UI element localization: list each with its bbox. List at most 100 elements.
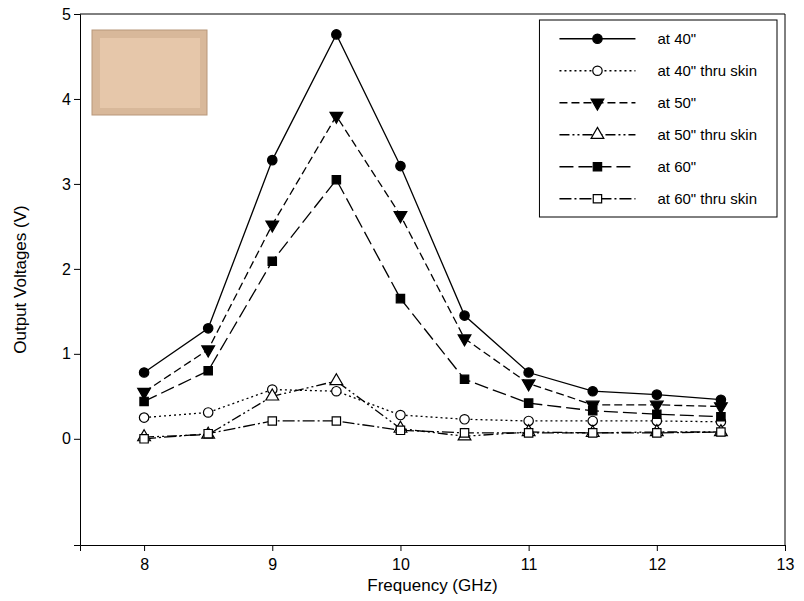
marker-group bbox=[589, 407, 597, 415]
y-axis-line bbox=[74, 15, 81, 546]
marker-group bbox=[586, 426, 599, 437]
marker-group bbox=[522, 380, 535, 391]
marker-group bbox=[524, 429, 532, 437]
marker bbox=[460, 429, 468, 437]
y-tick-mark bbox=[74, 99, 80, 100]
marker-group bbox=[460, 375, 468, 383]
marker bbox=[717, 413, 725, 421]
marker-group bbox=[653, 429, 661, 437]
marker bbox=[204, 430, 212, 438]
y-tick: 4 bbox=[62, 91, 80, 108]
marker bbox=[460, 415, 469, 424]
marker-group bbox=[396, 410, 405, 419]
legend-label: at 50" thru skin bbox=[657, 126, 757, 143]
marker-group bbox=[332, 30, 341, 39]
x-tick-mark bbox=[529, 545, 530, 551]
series-line bbox=[144, 390, 721, 422]
marker-group bbox=[717, 413, 725, 421]
marker-group bbox=[332, 417, 340, 425]
y-tick-label: 4 bbox=[62, 91, 71, 108]
marker-group bbox=[524, 399, 532, 407]
x-tick-mark bbox=[400, 545, 401, 551]
marker-group bbox=[717, 428, 725, 436]
marker-group bbox=[202, 346, 215, 357]
legend-marker bbox=[593, 163, 601, 171]
marker-group bbox=[332, 387, 341, 396]
series-line bbox=[144, 421, 721, 439]
marker-group bbox=[396, 161, 405, 170]
y-axis: 0 1 2 3 4 5 bbox=[62, 6, 80, 546]
marker bbox=[139, 413, 148, 422]
x-tick-label: 8 bbox=[140, 556, 149, 573]
marker-group bbox=[203, 408, 212, 417]
marker-group bbox=[266, 389, 279, 400]
marker bbox=[332, 30, 341, 39]
x-tick: 12 bbox=[648, 545, 666, 573]
marker-group bbox=[588, 387, 597, 396]
photo bbox=[92, 30, 207, 115]
marker bbox=[140, 435, 148, 443]
x-tick-label: 10 bbox=[392, 556, 410, 573]
y-tick: 0 bbox=[62, 430, 80, 447]
marker bbox=[266, 389, 279, 400]
marker bbox=[332, 175, 340, 183]
y-tick-label: 3 bbox=[62, 176, 71, 193]
x-tick: 11 bbox=[521, 545, 538, 573]
legend-item: at 60" bbox=[559, 158, 696, 175]
y-tick-label: 5 bbox=[62, 6, 71, 23]
marker bbox=[268, 155, 277, 164]
marker-group bbox=[460, 429, 468, 437]
marker-group bbox=[204, 430, 212, 438]
y-tick-mark bbox=[74, 354, 80, 355]
marker bbox=[396, 294, 404, 302]
x-tick: 9 bbox=[268, 545, 277, 573]
legend-item: at 50" thru skin bbox=[559, 126, 757, 143]
marker-group bbox=[396, 426, 404, 434]
x-tick-mark bbox=[785, 545, 786, 551]
marker bbox=[394, 212, 407, 223]
photo-inset bbox=[92, 30, 207, 115]
marker-group bbox=[202, 427, 215, 438]
legend-label: at 50" bbox=[657, 94, 696, 111]
y-tick-mark bbox=[74, 14, 80, 15]
x-tick-label: 13 bbox=[777, 556, 795, 573]
x-tick-mark bbox=[657, 545, 658, 551]
plot: 8910111213012345 bbox=[62, 6, 794, 573]
marker bbox=[140, 397, 148, 405]
marker bbox=[396, 426, 404, 434]
marker bbox=[332, 417, 340, 425]
photo-detail bbox=[100, 38, 200, 108]
marker bbox=[588, 416, 597, 425]
marker bbox=[396, 161, 405, 170]
marker bbox=[586, 426, 599, 437]
marker-group bbox=[332, 175, 340, 183]
marker bbox=[458, 335, 471, 346]
marker-group bbox=[588, 416, 597, 425]
y-tick-label: 2 bbox=[62, 261, 71, 278]
marker-group bbox=[460, 415, 469, 424]
marker-group bbox=[652, 390, 661, 399]
marker-group bbox=[396, 294, 404, 302]
legend-marker bbox=[593, 34, 602, 43]
legend-box bbox=[539, 20, 777, 217]
x-tick-mark bbox=[272, 545, 273, 551]
legend-item: at 40" thru skin bbox=[559, 62, 757, 79]
legend-item: at 60" thru skin bbox=[559, 190, 757, 207]
legend-marker bbox=[593, 195, 601, 203]
x-tick: 13 bbox=[777, 545, 795, 573]
x-tick: 10 bbox=[392, 545, 410, 573]
marker bbox=[460, 375, 468, 383]
x-tick-mark bbox=[144, 545, 145, 551]
marker bbox=[524, 368, 533, 377]
marker bbox=[524, 429, 532, 437]
marker bbox=[203, 324, 212, 333]
marker bbox=[717, 428, 725, 436]
marker-group bbox=[268, 155, 277, 164]
marker bbox=[268, 417, 276, 425]
legend-label: at 40" bbox=[657, 30, 696, 47]
marker bbox=[330, 112, 343, 123]
y-axis-title: Output Voltages (V) bbox=[11, 205, 30, 353]
marker bbox=[588, 387, 597, 396]
marker bbox=[460, 311, 469, 320]
y-tick-label: 1 bbox=[62, 345, 71, 362]
